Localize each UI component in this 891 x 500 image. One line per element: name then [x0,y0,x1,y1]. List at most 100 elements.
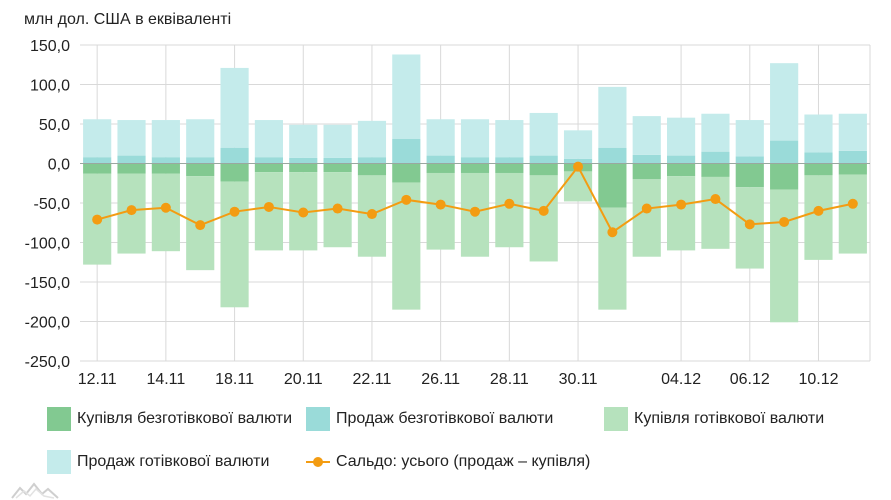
x-tick-label: 10.12 [798,371,838,388]
bar-sell-cashless [598,147,627,164]
bar-buy-cashless [426,163,455,173]
x-tick-label: 06.12 [730,371,770,388]
bar-buy-cashless [254,163,283,173]
bar-buy-cashless [83,163,112,174]
bar-buy-cashless [117,163,146,174]
balance-point [538,205,549,216]
balance-point [676,199,687,210]
balance-point [401,194,412,205]
brand-logo-icon [11,482,59,499]
bar-buy-cashless [151,163,180,174]
bar-sell-cashless [186,157,215,164]
balance-point [126,205,137,216]
bar-sell-cashless [632,154,661,164]
bar-buy-cash [426,172,455,250]
bar-buy-cash [598,207,627,310]
bar-sell-cash [117,120,146,156]
bar-sell-cash [735,120,764,157]
x-tick-label: 30.11 [559,371,598,388]
y-tick-label: 50,0 [39,117,70,134]
bar-sell-cash [632,116,661,155]
balance-point [470,206,480,217]
bar-buy-cashless [289,163,318,173]
x-tick-label: 14.11 [146,371,185,388]
bar-sell-cash [598,86,627,148]
x-tick-label: 28.11 [490,371,529,388]
x-tick-label: 12.11 [78,371,117,388]
bar-sell-cashless [151,157,180,164]
bar-sell-cashless [220,147,249,164]
bar-sell-cash [529,112,558,156]
balance-point [366,209,377,220]
bar-buy-cashless [804,163,833,176]
balance-point [160,202,171,213]
bar-sell-cashless [563,158,593,164]
balance-point [779,216,790,227]
balance-point [573,161,584,172]
y-tick-label: 0,0 [48,157,70,174]
bar-sell-cash [770,63,799,141]
bar-buy-cash [770,189,799,323]
bar-sell-cashless [392,139,421,164]
bar-sell-cash [495,120,524,158]
bar-sell-cashless [735,156,764,164]
bar-sell-cashless [804,152,833,164]
bar-buy-cashless [838,163,867,175]
y-axis: 150,0 100,0 50,0 0,0 -50,0 -100,0 -150,0 -200,0… [25,38,70,371]
bars [83,54,867,323]
bar-sell-cashless [426,155,455,164]
bar-sell-cashless [357,157,387,164]
bar-sell-cashless [838,150,867,164]
bar-buy-cashless [220,163,249,182]
bar-sell-cashless [529,155,558,164]
bar-buy-cashless [392,163,421,183]
x-tick-label: 26.11 [421,371,460,388]
bar-buy-cashless [598,163,627,208]
bar-buy-cash [838,174,867,254]
bar-sell-cash [186,119,215,158]
y-tick-label: 150,0 [30,38,70,55]
bar-buy-cashless [357,163,387,176]
bar-sell-cashless [254,157,283,164]
balance-point [607,227,618,238]
bar-buy-cash [632,179,661,257]
bar-sell-cash [83,119,112,158]
bar-sell-cashless [117,155,146,164]
bar-buy-cashless [460,163,490,173]
bar-buy-cashless [495,163,524,173]
bar-sell-cashless [83,157,112,164]
bar-sell-cash [804,114,833,153]
balance-point [813,205,824,216]
bar-sell-cash [563,130,593,159]
x-tick-label: 22.11 [353,371,392,388]
bar-sell-cash [254,120,283,158]
balance-point [332,203,343,214]
bar-sell-cashless [495,157,524,164]
bar-buy-cash [220,181,249,308]
balance-line [92,161,858,238]
bar-sell-cash [323,124,352,158]
bar-sell-cashless [460,157,490,164]
bar-buy-cash [804,175,833,260]
y-tick-label: -100,0 [25,236,70,253]
x-axis: 12.11 14.11 18.11 20.11 22.11 26.11 28.11 30.11… [78,371,839,388]
y-tick-label: -200,0 [25,315,70,332]
balance-point [229,206,240,217]
unit-label: млн дол. США в еквіваленті [24,11,232,28]
bar-sell-cash [667,117,696,156]
balance-point [435,199,446,210]
y-tick-label: -150,0 [25,275,70,292]
bar-buy-cashless [770,163,799,190]
bar-buy-cash [667,176,696,251]
bar-sell-cash [460,119,490,158]
balance-point [710,194,721,205]
bar-buy-cashless [735,163,764,188]
bar-buy-cash [495,172,524,248]
bar-sell-cash [151,120,180,158]
bar-sell-cash [838,113,867,151]
bar-buy-cashless [186,163,215,177]
bar-buy-cash [701,176,730,249]
bar-buy-cashless [667,163,696,177]
balance-point [195,220,206,231]
